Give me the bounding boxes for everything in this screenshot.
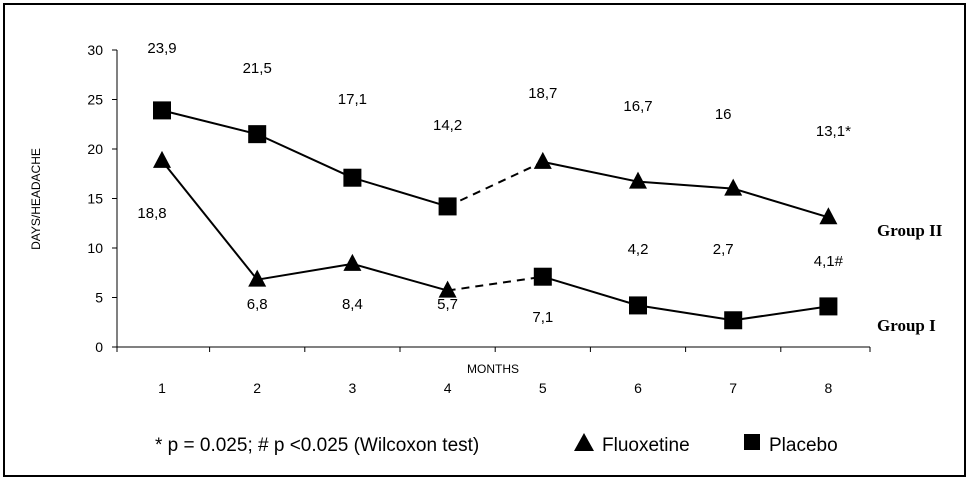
y-tick-label: 30	[87, 42, 103, 58]
x-tick-label: 3	[349, 380, 357, 396]
y-tick-label: 5	[95, 290, 103, 306]
x-tick-label: 6	[634, 380, 642, 396]
legend-placebo-label: Placebo	[769, 435, 838, 456]
dashed-segment	[447, 275, 543, 292]
significance-note: * p = 0.025; # p <0.025 (Wilcoxon test)	[155, 435, 479, 456]
data-label-group-i: 6,8	[247, 296, 268, 313]
data-label-group-i: 4,1#	[814, 253, 844, 270]
series-markers	[153, 101, 838, 330]
data-label-group-ii: 17,1	[338, 91, 367, 108]
square-marker	[629, 296, 647, 315]
dashed-segment	[447, 160, 544, 208]
group-ii-label: Group II	[877, 221, 943, 240]
x-tick-label: 7	[729, 380, 737, 396]
x-axis-label: MONTHS	[467, 362, 519, 376]
y-axis-label: DAYS/HEADACHE	[29, 148, 43, 250]
y-tick-label: 25	[87, 92, 103, 108]
triangle-marker	[533, 151, 552, 169]
line-segment	[542, 160, 639, 183]
triangle-marker	[438, 280, 457, 298]
square-marker	[724, 311, 743, 330]
x-tick-label: 4	[444, 380, 452, 396]
data-label-group-ii: 23,9	[147, 40, 176, 57]
data-label-group-i: 2,7	[713, 241, 734, 258]
data-label-group-ii: 16	[715, 106, 732, 123]
data-label-group-i: 5,7	[437, 296, 458, 313]
square-marker	[343, 168, 362, 187]
series-lines	[161, 109, 829, 322]
square-marker	[819, 297, 838, 316]
data-label-group-ii: 18,7	[528, 85, 557, 102]
data-label-group-ii: 14,2	[433, 117, 462, 134]
square-marker	[153, 101, 171, 120]
data-label-group-ii: 21,5	[243, 60, 272, 77]
x-tick-label: 1	[158, 380, 166, 396]
triangle-marker	[343, 253, 362, 271]
data-label-group-i: 4,2	[628, 241, 649, 258]
y-tick-label: 10	[87, 240, 103, 256]
y-tick-label: 15	[87, 191, 103, 207]
y-tick-label: 0	[95, 339, 103, 355]
square-marker	[533, 267, 552, 286]
line-segment	[161, 109, 258, 136]
triangle-marker	[819, 207, 838, 225]
data-labels: 23,9 21,5 17,1 14,2 18,7 16,7 16 13,1* 18,8 6,8 8,…	[137, 40, 851, 326]
x-tick-label: 5	[539, 380, 547, 396]
line-segment	[352, 262, 448, 292]
data-label-group-i: 7,1	[532, 309, 553, 326]
legend-square-marker	[744, 434, 760, 450]
triangle-marker	[724, 178, 743, 196]
data-label-group-i: 18,8	[137, 205, 166, 222]
square-marker	[248, 125, 267, 144]
triangle-marker	[153, 150, 171, 168]
triangle-marker	[629, 171, 647, 189]
legend: * p = 0.025; # p <0.025 (Wilcoxon test) …	[155, 433, 838, 456]
chart-axes: 0 5 10 15 20 25 30 1 2 3 4 5 6 7 8	[87, 42, 871, 396]
legend-fluoxetine-label: Fluoxetine	[602, 435, 690, 456]
line-segment	[257, 262, 353, 281]
line-segment	[352, 176, 448, 208]
chart-frame	[3, 3, 966, 477]
legend-triangle-marker	[574, 433, 594, 451]
data-label-group-i: 8,4	[342, 296, 363, 313]
line-segment	[161, 160, 258, 281]
line-segment	[733, 305, 829, 322]
line-segment	[637, 304, 734, 322]
data-label-group-ii: 16,7	[623, 98, 652, 115]
data-label-group-ii: 13,1*	[816, 123, 851, 140]
line-segment	[637, 180, 734, 190]
line-segment	[542, 275, 639, 307]
x-tick-label: 8	[825, 380, 833, 396]
line-segment	[732, 187, 829, 219]
triangle-marker	[248, 269, 267, 287]
x-tick-label: 2	[253, 380, 261, 396]
y-tick-label: 20	[87, 141, 103, 157]
square-marker	[438, 197, 457, 216]
line-segment	[256, 133, 353, 179]
group-i-label: Group I	[877, 316, 936, 335]
